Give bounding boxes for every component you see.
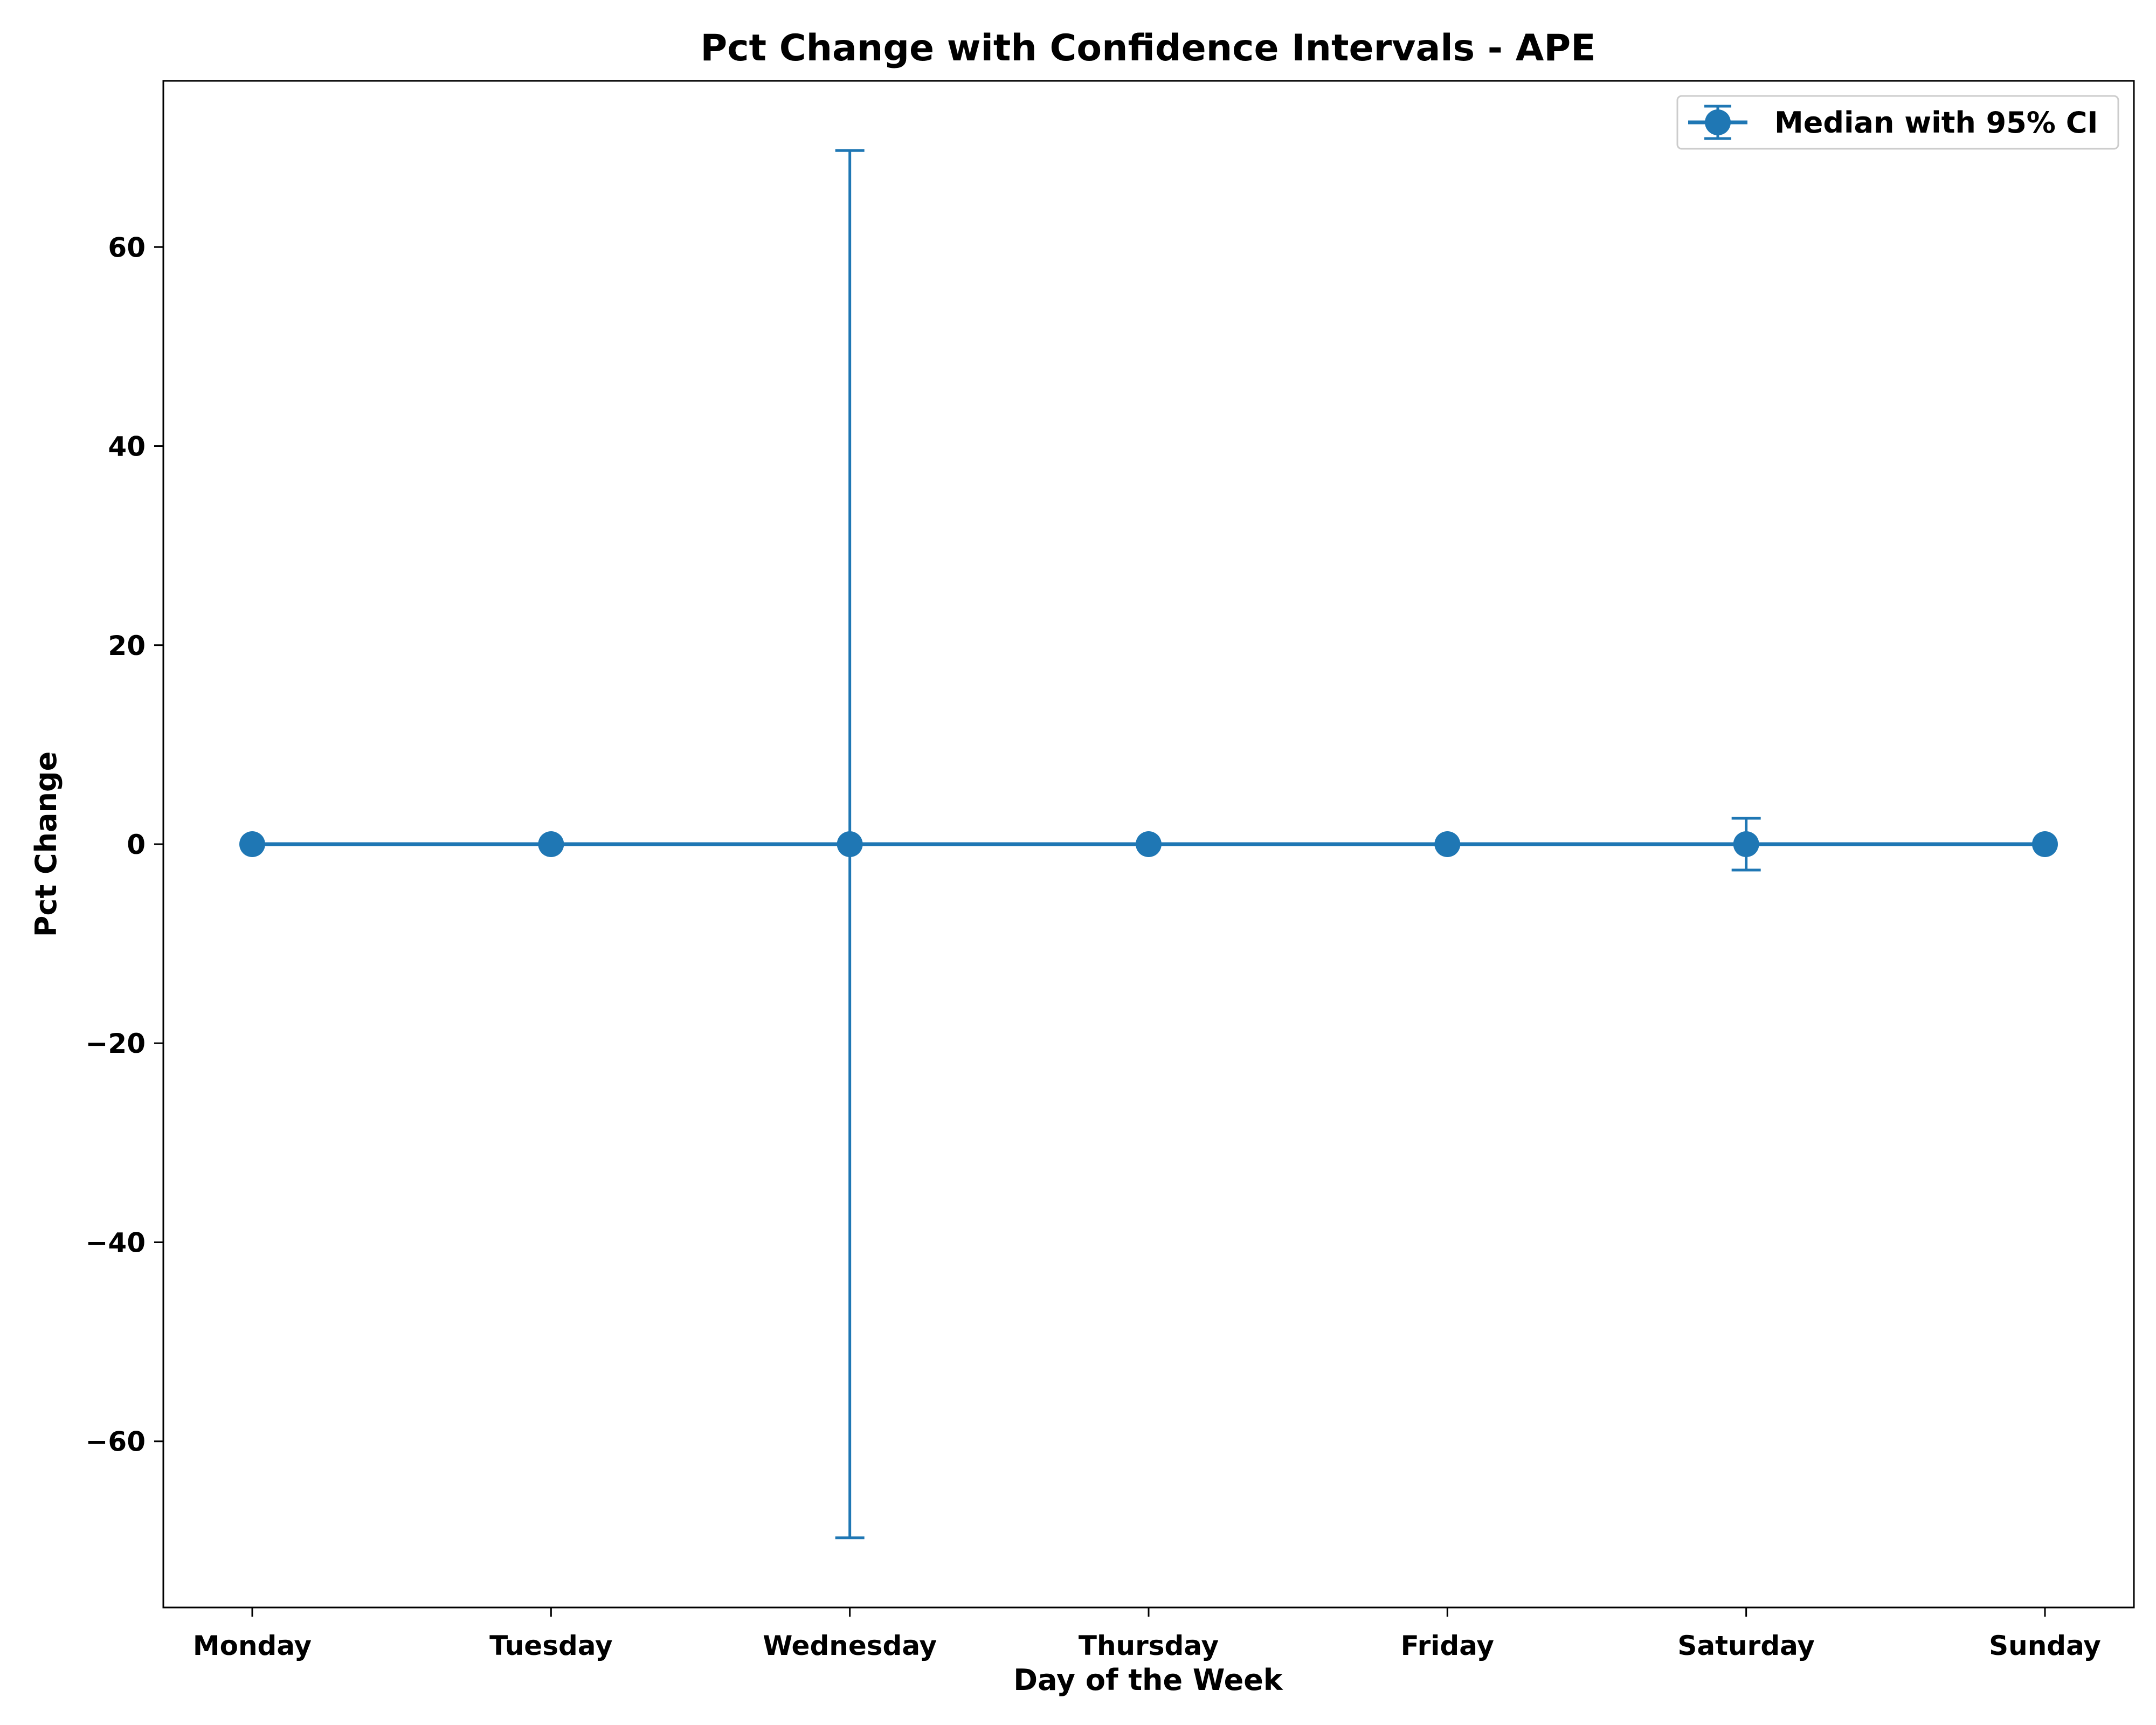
y-tick-label: −40 <box>86 1227 146 1258</box>
data-point-thursday <box>1136 831 1162 857</box>
x-tick-label: Tuesday <box>489 1630 612 1661</box>
data-point-saturday <box>1733 831 1759 857</box>
legend-box <box>1676 95 2119 150</box>
data-point-wednesday <box>837 831 863 857</box>
y-tick-label: −60 <box>86 1426 146 1458</box>
x-tick-label: Monday <box>193 1630 312 1661</box>
x-tick-label: Thursday <box>1079 1630 1219 1661</box>
data-point-sunday <box>2032 831 2058 857</box>
x-tick-label: Sunday <box>1989 1630 2101 1661</box>
x-axis-label: Day of the Week <box>1013 1663 1283 1697</box>
y-axis-label: Pct Change <box>29 751 63 937</box>
y-axis: −60 −40 −20 0 20 40 60 <box>86 232 163 1458</box>
chart-title: Pct Change with Confidence Intervals - A… <box>700 27 1595 70</box>
y-tick-label: 20 <box>108 630 146 661</box>
y-tick-label: 60 <box>108 232 146 263</box>
legend-marker <box>1705 109 1731 135</box>
legend-label: Median with 95% CI <box>1774 106 2098 140</box>
data-point-monday <box>239 831 265 857</box>
y-tick-label: −20 <box>86 1028 146 1059</box>
data-point-tuesday <box>538 831 564 857</box>
legend: Median with 95% CI <box>1676 95 2119 150</box>
x-tick-label: Friday <box>1401 1630 1494 1661</box>
x-tick-label: Wednesday <box>763 1630 937 1661</box>
x-axis: Monday Tuesday Wednesday Thursday Friday Satu… <box>193 1607 2101 1661</box>
x-tick-label: Saturday <box>1677 1630 1815 1661</box>
plot-area <box>239 149 2058 1540</box>
y-tick-label: 0 <box>127 829 146 860</box>
data-point-friday <box>1434 831 1461 857</box>
y-tick-label: 40 <box>108 431 146 463</box>
